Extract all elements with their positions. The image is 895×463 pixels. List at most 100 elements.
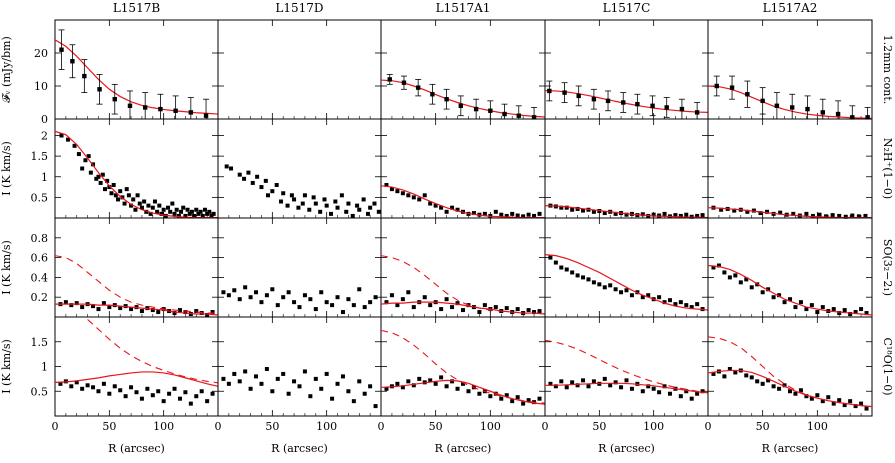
x-tick-label: 50 xyxy=(265,420,279,433)
data-point xyxy=(559,379,564,384)
data-point xyxy=(192,213,197,218)
model-line-dashed xyxy=(87,319,219,384)
data-point xyxy=(357,287,362,292)
data-point xyxy=(499,212,504,217)
data-point xyxy=(516,113,521,118)
data-point xyxy=(292,379,297,384)
y-axis-label: 𝓕ᵥ (mJy/bm) xyxy=(0,36,13,103)
data-point xyxy=(749,285,754,290)
model-line xyxy=(380,185,545,219)
data-point xyxy=(183,310,188,315)
data-point xyxy=(504,306,509,311)
data-point xyxy=(318,209,323,214)
data-point xyxy=(205,399,210,404)
panel xyxy=(54,316,219,417)
data-point xyxy=(777,293,782,298)
data-point xyxy=(422,193,427,198)
data-point xyxy=(82,73,87,79)
data-point xyxy=(597,282,602,287)
data-point xyxy=(166,205,171,210)
data-point xyxy=(461,381,465,386)
data-point xyxy=(322,197,327,202)
data-point xyxy=(335,381,340,386)
data-point xyxy=(255,174,260,179)
data-point xyxy=(181,205,186,210)
data-point xyxy=(264,366,269,371)
data-point xyxy=(689,305,694,310)
data-point xyxy=(493,305,498,310)
data-point xyxy=(133,207,138,212)
data-point xyxy=(608,383,613,388)
data-point xyxy=(778,210,783,215)
y-tick-label: 0.4 xyxy=(31,271,49,284)
data-point xyxy=(722,374,727,379)
data-point xyxy=(755,379,760,384)
data-point xyxy=(135,193,140,198)
panel xyxy=(54,118,219,219)
data-point xyxy=(521,401,526,406)
data-point xyxy=(229,166,234,171)
model-line xyxy=(54,39,219,115)
data-point xyxy=(700,213,705,218)
data-point xyxy=(488,394,493,399)
data-point xyxy=(101,381,106,386)
data-point xyxy=(286,290,291,295)
data-point xyxy=(94,176,99,181)
panel xyxy=(217,118,382,219)
data-point xyxy=(351,399,356,404)
data-point xyxy=(194,309,199,314)
data-point xyxy=(286,391,291,396)
data-point xyxy=(853,404,858,409)
data-point xyxy=(324,203,329,208)
data-point xyxy=(657,295,662,300)
data-point xyxy=(202,207,207,212)
data-point xyxy=(673,302,678,307)
data-point xyxy=(194,207,199,212)
data-point xyxy=(254,290,259,295)
data-point xyxy=(400,385,405,390)
data-point xyxy=(289,193,294,198)
data-point xyxy=(559,265,564,270)
panel-frame xyxy=(217,19,382,120)
data-point xyxy=(662,300,667,305)
data-point xyxy=(805,106,810,112)
data-point xyxy=(281,295,286,300)
panel-frame xyxy=(707,316,873,417)
data-point xyxy=(406,379,411,384)
x-tick-label: 50 xyxy=(756,420,770,433)
data-point xyxy=(727,275,732,280)
data-point xyxy=(221,376,226,381)
data-point xyxy=(351,303,356,308)
data-point xyxy=(248,295,253,300)
y-tick-label: 0 xyxy=(41,113,48,126)
data-point xyxy=(107,305,112,310)
data-point xyxy=(749,375,754,380)
data-point xyxy=(782,300,787,305)
data-point xyxy=(843,214,848,219)
data-point xyxy=(591,209,596,214)
data-point xyxy=(401,80,407,85)
data-point xyxy=(782,383,787,388)
y-tick-label: 2 xyxy=(41,130,48,143)
data-point xyxy=(662,384,667,389)
data-point xyxy=(605,98,611,104)
data-point xyxy=(246,170,251,175)
data-point xyxy=(313,201,318,206)
data-point xyxy=(722,270,727,275)
data-point xyxy=(510,399,515,404)
panel-frame xyxy=(54,118,219,219)
data-point xyxy=(824,214,829,219)
model-line xyxy=(544,254,709,311)
data-point xyxy=(591,280,596,285)
data-point xyxy=(689,396,694,401)
data-point xyxy=(107,185,112,190)
data-point xyxy=(428,378,433,383)
data-point xyxy=(339,193,344,198)
data-point xyxy=(406,193,411,198)
data-point xyxy=(859,307,864,312)
data-point xyxy=(695,302,700,307)
data-point xyxy=(559,205,564,210)
data-point xyxy=(91,304,96,309)
data-point xyxy=(570,270,575,275)
data-point xyxy=(80,166,85,171)
